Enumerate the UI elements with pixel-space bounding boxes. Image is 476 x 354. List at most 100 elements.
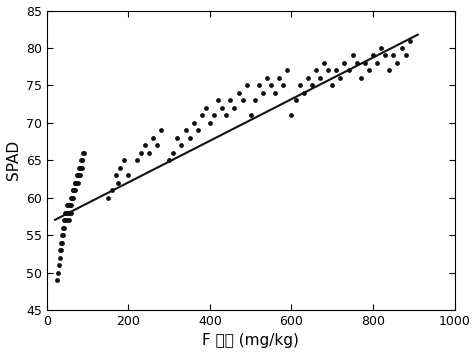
Point — [62, 210, 70, 216]
Point — [312, 68, 320, 73]
Point — [55, 270, 62, 275]
Point — [117, 165, 124, 171]
Point — [198, 113, 206, 118]
Point — [78, 165, 85, 171]
Point — [186, 135, 193, 141]
Point — [394, 60, 401, 66]
Point — [79, 150, 87, 156]
Point — [74, 172, 81, 178]
Point — [227, 98, 234, 103]
Point — [373, 60, 381, 66]
Point — [80, 150, 88, 156]
Point — [69, 195, 77, 201]
Point — [75, 172, 82, 178]
Point — [157, 127, 165, 133]
Point — [69, 195, 76, 201]
Point — [271, 90, 279, 96]
Point — [222, 113, 230, 118]
Point — [345, 68, 352, 73]
Point — [60, 232, 67, 238]
Point — [296, 82, 304, 88]
Point — [268, 82, 275, 88]
Point — [75, 165, 82, 171]
Point — [288, 113, 295, 118]
Point — [70, 187, 78, 193]
Point — [239, 98, 247, 103]
Point — [263, 75, 271, 81]
Point — [76, 165, 83, 171]
Point — [137, 150, 145, 156]
Point — [53, 277, 61, 283]
Point — [125, 172, 132, 178]
Point — [120, 158, 128, 163]
Point — [66, 217, 73, 223]
Point — [65, 210, 72, 216]
Point — [214, 98, 222, 103]
Point — [58, 232, 66, 238]
Point — [72, 180, 79, 185]
Point — [292, 98, 299, 103]
X-axis label: F 含量 (mg/kg): F 含量 (mg/kg) — [202, 333, 299, 348]
Point — [153, 143, 161, 148]
Point — [182, 127, 189, 133]
Point — [337, 75, 344, 81]
Point — [235, 90, 242, 96]
Point — [333, 68, 340, 73]
Point — [61, 217, 69, 223]
Point — [381, 53, 389, 58]
Point — [279, 82, 287, 88]
Point — [141, 143, 149, 148]
Point — [57, 247, 64, 253]
Point — [316, 75, 324, 81]
Point — [76, 172, 83, 178]
Point — [194, 127, 201, 133]
Point — [389, 53, 397, 58]
Point — [149, 135, 157, 141]
Point — [247, 113, 255, 118]
Point — [324, 68, 332, 73]
Point — [72, 187, 79, 193]
Point — [61, 210, 69, 216]
Point — [69, 187, 77, 193]
Point — [328, 82, 336, 88]
Point — [284, 68, 291, 73]
Point — [166, 158, 173, 163]
Point — [276, 75, 283, 81]
Point — [255, 82, 263, 88]
Point — [231, 105, 238, 111]
Point — [402, 53, 409, 58]
Point — [218, 105, 226, 111]
Point — [259, 90, 267, 96]
Point — [300, 90, 307, 96]
Point — [77, 158, 85, 163]
Point — [145, 150, 153, 156]
Point — [58, 240, 65, 245]
Point — [133, 158, 140, 163]
Point — [66, 202, 74, 208]
Point — [243, 82, 250, 88]
Point — [67, 210, 74, 216]
Point — [202, 105, 210, 111]
Point — [406, 38, 414, 43]
Point — [56, 255, 64, 261]
Point — [74, 180, 81, 185]
Point — [369, 53, 377, 58]
Point — [349, 53, 357, 58]
Point — [178, 143, 185, 148]
Point — [190, 120, 198, 126]
Y-axis label: SPAD: SPAD — [6, 140, 20, 180]
Point — [308, 82, 316, 88]
Point — [386, 68, 393, 73]
Point — [357, 75, 365, 81]
Point — [320, 60, 328, 66]
Point — [59, 240, 66, 245]
Point — [304, 75, 312, 81]
Point — [55, 262, 63, 268]
Point — [60, 225, 67, 230]
Point — [169, 150, 177, 156]
Point — [71, 180, 79, 185]
Point — [365, 68, 373, 73]
Point — [69, 187, 77, 193]
Point — [78, 158, 85, 163]
Point — [377, 45, 385, 51]
